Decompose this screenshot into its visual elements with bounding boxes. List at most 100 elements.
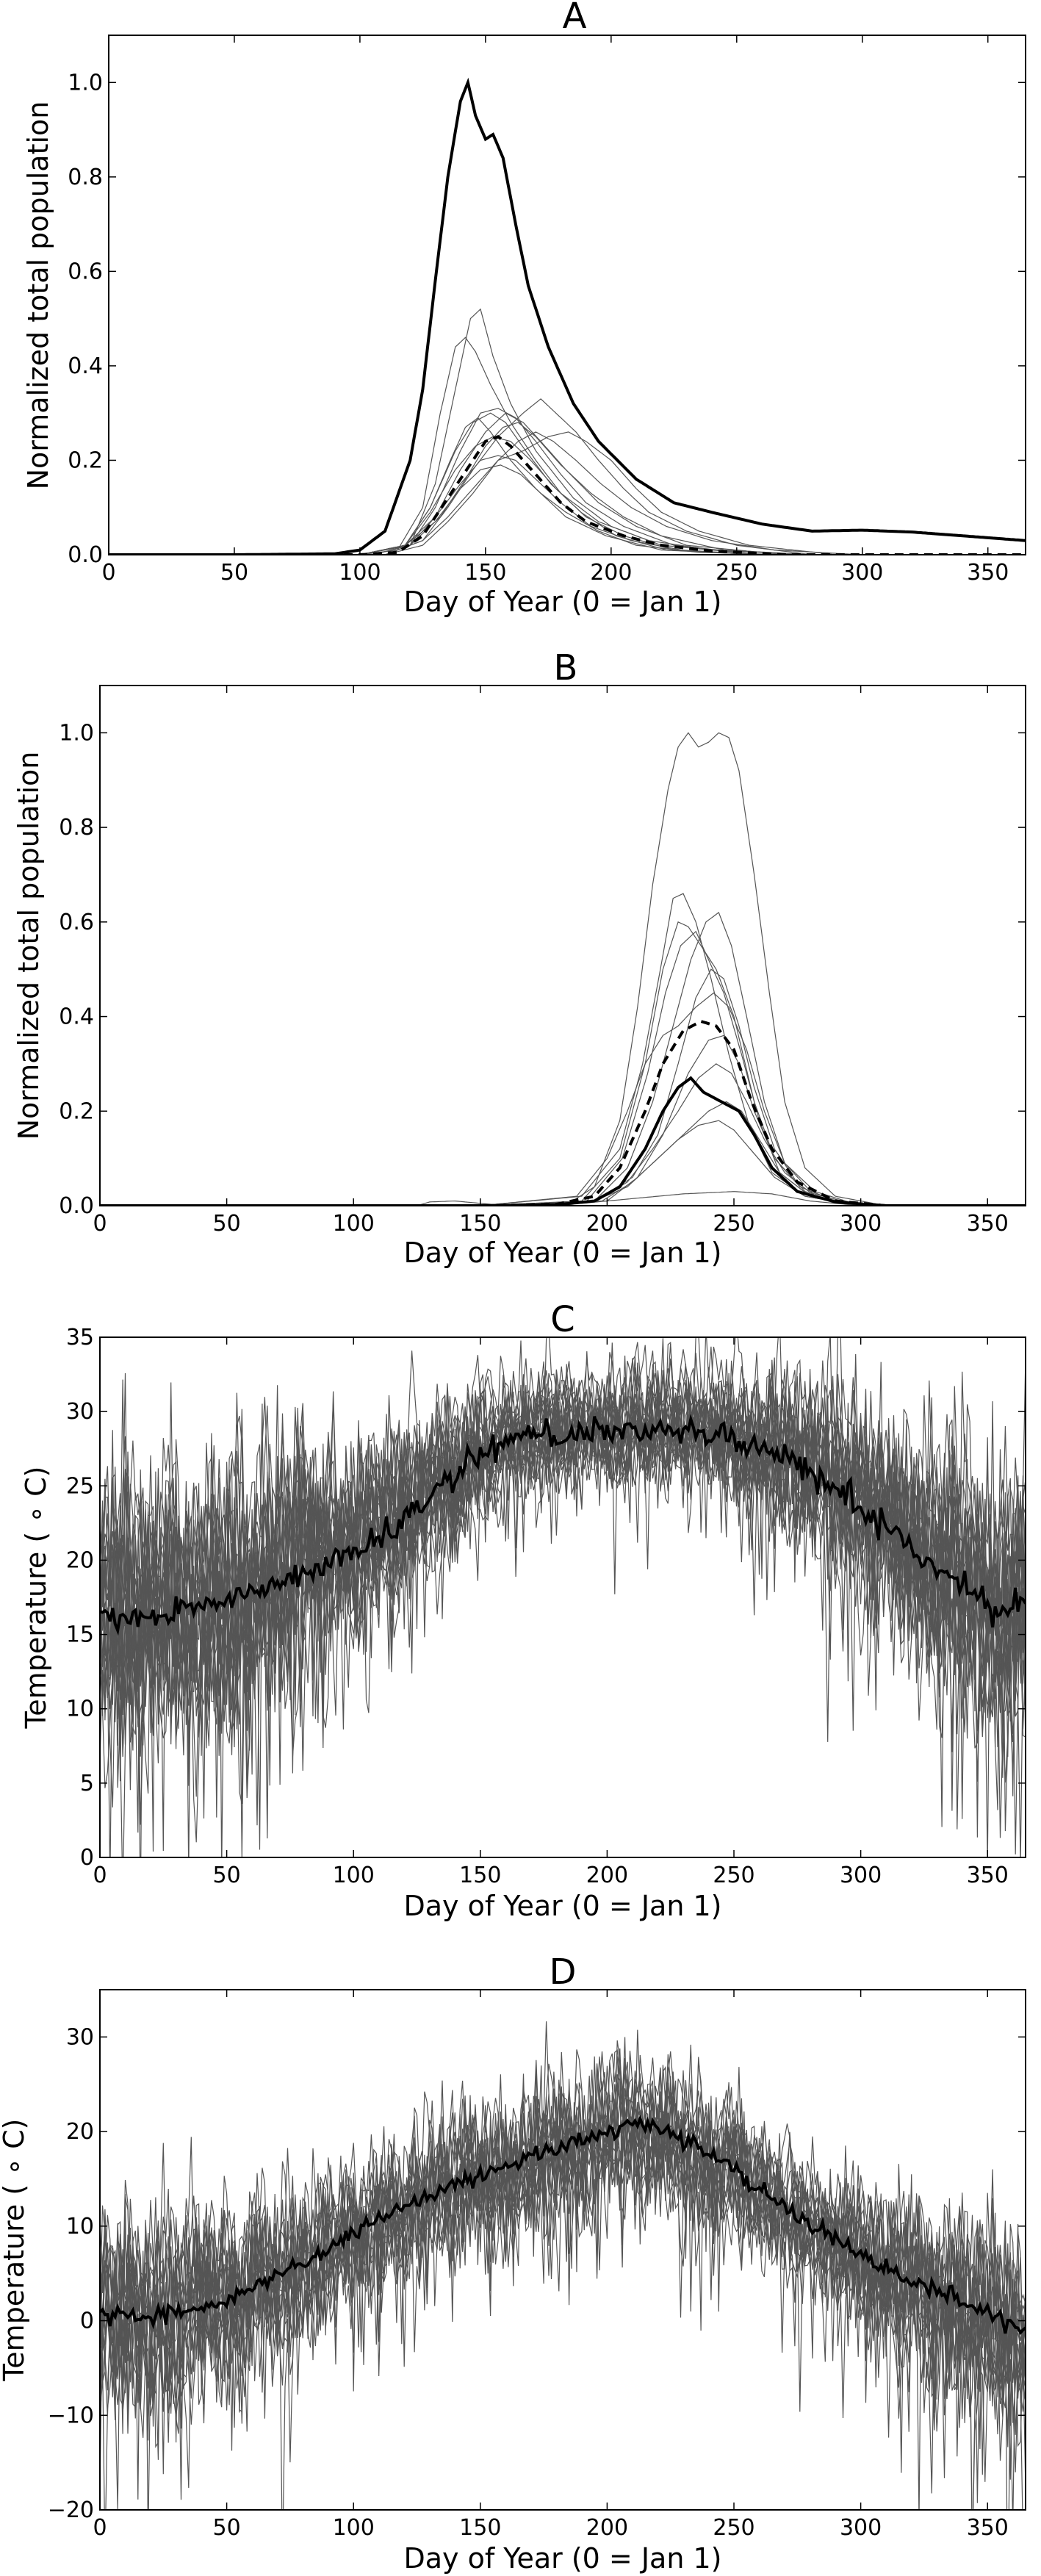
series-line xyxy=(100,1063,1026,1206)
series-line xyxy=(100,1337,1026,1810)
series-line xyxy=(100,1101,1026,1206)
x-tick-label: 50 xyxy=(213,1863,241,1888)
series-line xyxy=(109,398,1026,555)
x-ticks: 0 50 100 150 200 250 300 350 xyxy=(93,686,1009,1237)
plot-area xyxy=(99,1336,1026,1858)
y-tick-label: 0.8 xyxy=(59,815,94,841)
series-line-bold xyxy=(100,1414,1026,1636)
y-tick-label: 0.8 xyxy=(68,165,103,190)
y-ticks: −20 −10 0 10 20 30 xyxy=(48,2024,1026,2523)
series-line xyxy=(100,2057,1026,2510)
y-tick-label: 5 xyxy=(80,1771,94,1796)
series-line xyxy=(109,422,1026,555)
x-tick-label: 100 xyxy=(333,1211,375,1237)
x-tick-label: 300 xyxy=(840,1863,882,1888)
chart-title: A xyxy=(563,0,587,37)
y-axis-label: Temperature ( ∘ C) xyxy=(20,1467,52,1730)
series-line xyxy=(100,1035,1026,1206)
x-tick-label: 350 xyxy=(967,1211,1009,1237)
y-tick-label: 20 xyxy=(66,2119,94,2145)
x-tick-label: 200 xyxy=(590,560,632,586)
x-tick-label: 250 xyxy=(713,2515,754,2541)
series-line-dashed xyxy=(100,1019,1026,1206)
y-axis-label: Temperature ( ∘ C) xyxy=(0,2119,30,2382)
plot-area xyxy=(99,1989,1026,2511)
series-group xyxy=(100,2021,1026,2510)
x-tick-label: 150 xyxy=(464,560,506,586)
series-group xyxy=(109,77,1026,555)
x-tick-label: 200 xyxy=(586,1863,628,1888)
plot-area xyxy=(108,35,1026,555)
y-tick-label: 30 xyxy=(66,2024,94,2050)
chart-title: B xyxy=(554,647,578,688)
series-line-bold xyxy=(100,1076,1026,1206)
x-tick-label: 150 xyxy=(459,1863,501,1888)
series-line xyxy=(100,2051,1023,2510)
series-line xyxy=(109,308,1026,555)
x-axis-label: Day of Year (0 = Jan 1) xyxy=(403,1890,721,1922)
chart-title: C xyxy=(550,1299,575,1340)
x-axis-label: Day of Year (0 = Jan 1) xyxy=(403,2542,721,2575)
x-tick-label: 250 xyxy=(716,560,757,586)
series-line xyxy=(109,464,1026,555)
x-ticks: 0 50 100 150 200 250 300 350 xyxy=(93,1337,1009,1888)
y-tick-label: 10 xyxy=(66,1697,94,1722)
x-tick-label: 0 xyxy=(101,560,115,586)
series-line xyxy=(100,930,1026,1206)
series-line xyxy=(100,1389,1026,1799)
chart-title: D xyxy=(550,1951,577,1993)
x-tick-label: 0 xyxy=(93,2515,107,2541)
y-tick-label: 0 xyxy=(80,2309,94,2334)
y-axis-label: Normalized total population xyxy=(22,101,54,490)
y-tick-label: 35 xyxy=(66,1325,94,1350)
series-line xyxy=(109,412,1026,555)
series-line xyxy=(100,1374,1026,1857)
x-ticks: 0 50 100 150 200 250 300 350 xyxy=(101,35,1009,586)
series-line xyxy=(100,1342,1026,1786)
y-ticks: 0.0 0.2 0.4 0.6 0.8 1.0 xyxy=(68,70,1026,568)
panel-c: C 0 50 100 150 200 250 300 350 0 5 10 15 20 25 30 35 D… xyxy=(20,1299,1026,1922)
x-tick-label: 50 xyxy=(213,1211,241,1237)
panel-b: B 0 50 100 150 200 250 300 350 0.0 0.2 0.4 0.6 0.8 1… xyxy=(12,647,1026,1269)
x-tick-label: 200 xyxy=(586,1211,628,1237)
series-line xyxy=(100,992,1026,1206)
y-tick-label: 20 xyxy=(66,1547,94,1573)
x-ticks: 0 50 100 150 200 250 300 350 xyxy=(93,1990,1009,2541)
x-tick-label: 350 xyxy=(967,2515,1009,2541)
y-ticks: 0.0 0.2 0.4 0.6 0.8 1.0 xyxy=(59,720,1026,1219)
y-tick-label: 0.6 xyxy=(68,259,103,284)
y-ticks: 0 5 10 15 20 25 30 35 xyxy=(66,1325,1026,1871)
series-line xyxy=(109,408,1026,555)
y-tick-label: 0.0 xyxy=(68,542,103,568)
y-tick-label: 0.6 xyxy=(59,910,94,935)
series-group xyxy=(100,1337,1026,1857)
x-tick-label: 350 xyxy=(967,560,1009,586)
x-tick-label: 50 xyxy=(213,2515,241,2541)
x-tick-label: 150 xyxy=(459,1211,501,1237)
x-tick-label: 100 xyxy=(339,560,381,586)
series-line-bold xyxy=(100,2115,1026,2336)
y-tick-label: 0 xyxy=(80,1845,94,1871)
series-line xyxy=(100,2058,1026,2510)
series-line xyxy=(100,732,1026,1206)
y-tick-label: −20 xyxy=(48,2497,94,2523)
x-tick-label: 150 xyxy=(459,2515,501,2541)
y-tick-label: 25 xyxy=(66,1473,94,1499)
series-line xyxy=(109,417,1026,555)
x-tick-label: 250 xyxy=(713,1863,754,1888)
series-group xyxy=(100,732,1026,1206)
y-tick-label: −10 xyxy=(48,2403,94,2428)
series-line xyxy=(100,921,1026,1206)
y-tick-label: 0.0 xyxy=(59,1193,94,1219)
y-tick-label: 0.2 xyxy=(68,447,103,473)
series-line xyxy=(109,436,1026,555)
x-tick-label: 200 xyxy=(586,2515,628,2541)
x-tick-label: 0 xyxy=(93,1863,107,1888)
y-tick-label: 10 xyxy=(66,2214,94,2239)
series-line-dashed xyxy=(109,435,1026,555)
series-line xyxy=(109,412,1026,555)
series-line-bold xyxy=(109,77,1026,555)
x-tick-label: 300 xyxy=(841,560,883,586)
y-tick-label: 0.4 xyxy=(59,1004,94,1030)
